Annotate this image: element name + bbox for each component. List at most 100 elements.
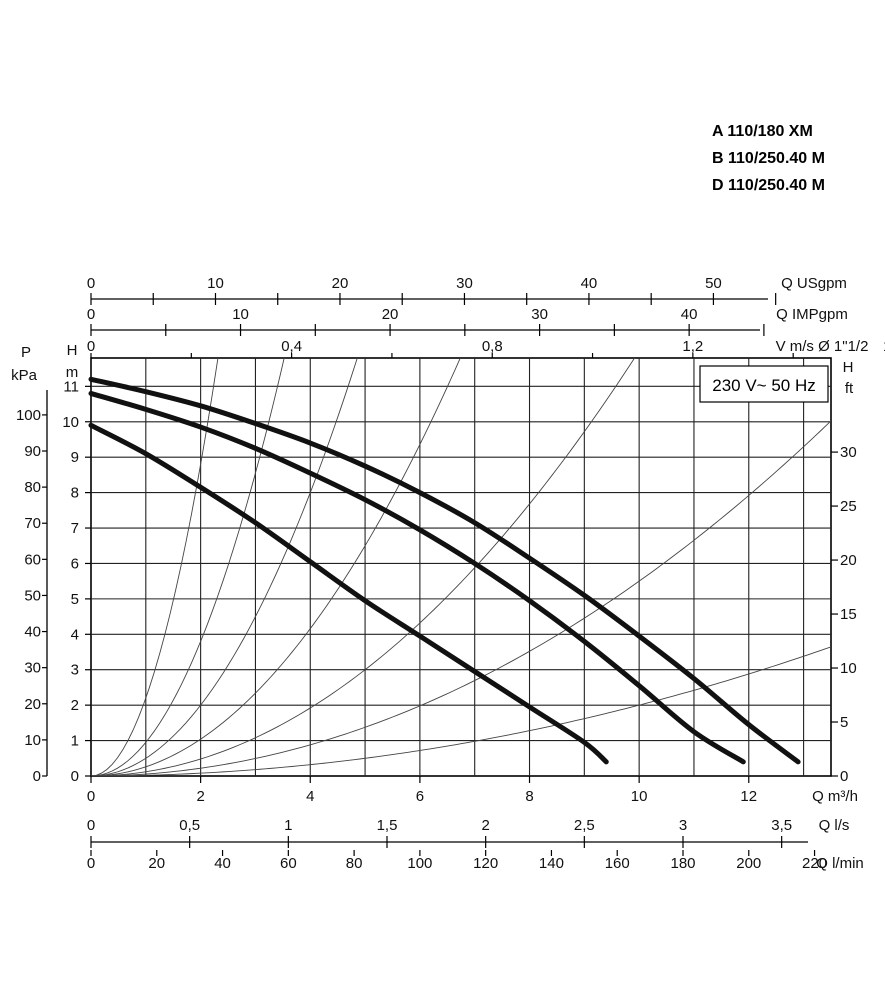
ls-tick-label: 3,5	[771, 817, 792, 834]
h-ft-tick-label: 15	[840, 606, 857, 623]
pump-curves	[88, 376, 801, 765]
ls-tick-label: 0	[87, 817, 95, 834]
lmin-tick-label: 20	[148, 855, 165, 872]
kpa-tick-label: 60	[24, 551, 41, 568]
velocity-tick-label: 0,4	[281, 338, 302, 355]
system-curve	[91, 358, 461, 776]
kpa-tick-label: 30	[24, 660, 41, 677]
lmin-tick-label: 100	[407, 855, 432, 872]
voltage-note-frame	[699, 365, 829, 403]
kpa-axis-title: P	[21, 344, 31, 361]
ls-tick-label: 0,5	[179, 817, 200, 834]
x-tick-label: 6	[416, 788, 424, 805]
h-ft-tick-label: 25	[840, 498, 857, 515]
pump-curve-0	[88, 376, 801, 765]
lmin-tick-label: 140	[539, 855, 564, 872]
usgpm-tick-label: 20	[332, 275, 349, 292]
h-m-tick-label: 4	[71, 626, 79, 643]
pump-curve-2	[88, 422, 609, 765]
lmin-tick-label: 40	[214, 855, 231, 872]
velocity-axis-label: V m/s Ø 1"1/2	[776, 338, 869, 355]
usgpm-tick-label: 30	[456, 275, 473, 292]
usgpm-tick-label: 0	[87, 275, 95, 292]
voltage-note-box: 230 V~ 50 Hz	[699, 365, 829, 403]
impgpm-tick-label: 0	[87, 306, 95, 323]
x-axis-label: Q m³/h	[812, 788, 858, 805]
x-tick-label: 0	[87, 788, 95, 805]
h-m-tick-label: 7	[71, 520, 79, 537]
h-m-tick-label: 8	[71, 485, 79, 502]
pump-curve-1	[88, 390, 746, 765]
kpa-tick-label: 70	[24, 515, 41, 532]
axis-labels: 0 2 4 6 8 10 12 Q m³/h0 0,5 1 1,5 2 2,5 3 3,5 Q l/s0 20 4…	[11, 275, 885, 872]
ls-tick-label: 1	[284, 817, 292, 834]
impgpm-tick-label: 40	[681, 306, 698, 323]
ls-tick-label: 1,5	[377, 817, 398, 834]
velocity-tick-label: 1,6	[883, 338, 885, 355]
kpa-axis-unit: kPa	[11, 367, 38, 384]
kpa-tick-label: 50	[24, 587, 41, 604]
usgpm-tick-label: 50	[705, 275, 722, 292]
velocity-tick-label: 1,2	[682, 338, 703, 355]
kpa-tick-label: 10	[24, 732, 41, 749]
h-m-tick-label: 2	[71, 697, 79, 714]
usgpm-tick-label: 40	[581, 275, 598, 292]
ls-tick-label: 2	[481, 817, 489, 834]
ls-tick-label: 3	[679, 817, 687, 834]
kpa-tick-label: 90	[24, 443, 41, 460]
h-ft-tick-label: 30	[840, 444, 857, 461]
grid-lines	[90, 357, 832, 777]
h-m-tick-label: 3	[71, 662, 79, 679]
h-m-axis-unit: m	[66, 364, 79, 381]
velocity-tick-label: 0	[87, 338, 95, 355]
kpa-tick-label: 0	[33, 768, 41, 785]
kpa-tick-label: 80	[24, 479, 41, 496]
lmin-tick-label: 200	[736, 855, 761, 872]
system-curve	[91, 420, 831, 776]
h-ft-tick-label: 10	[840, 660, 857, 677]
h-ft-tick-label: 5	[840, 714, 848, 731]
kpa-tick-label: 100	[16, 407, 41, 424]
h-m-tick-label: 5	[71, 591, 79, 608]
x-tick-label: 4	[306, 788, 314, 805]
h-m-tick-label: 10	[62, 414, 79, 431]
impgpm-tick-label: 30	[531, 306, 548, 323]
h-m-axis-title: H	[67, 342, 78, 359]
system-curves	[91, 358, 831, 776]
usgpm-tick-label: 10	[207, 275, 224, 292]
impgpm-tick-label: 10	[232, 306, 249, 323]
legend-entry-b: B 110/250.40 M	[712, 150, 825, 167]
h-ft-tick-label: 20	[840, 552, 857, 569]
x-tick-label: 2	[196, 788, 204, 805]
h-ft-tick-label: 0	[840, 768, 848, 785]
h-m-tick-label: 6	[71, 555, 79, 572]
lmin-tick-label: 220	[802, 855, 827, 872]
lmin-tick-label: 80	[346, 855, 363, 872]
kpa-tick-label: 20	[24, 696, 41, 713]
axes	[42, 293, 838, 856]
h-ft-axis-title: H	[843, 359, 854, 376]
lmin-axis-label: Q l/min	[816, 855, 864, 872]
legend-entry-d: D 110/250.40 M	[712, 177, 825, 194]
x-tick-label: 10	[631, 788, 648, 805]
lmin-tick-label: 0	[87, 855, 95, 872]
h-m-tick-label: 9	[71, 449, 79, 466]
h-m-tick-label: 11	[63, 378, 79, 395]
impgpm-tick-label: 20	[382, 306, 399, 323]
h-ft-axis-unit: ft	[845, 380, 854, 397]
system-curve	[91, 358, 636, 776]
usgpm-axis-label: Q USgpm	[781, 275, 847, 292]
system-curve	[91, 646, 831, 776]
lmin-tick-label: 60	[280, 855, 297, 872]
h-m-tick-label: 1	[71, 733, 79, 750]
lmin-tick-label: 160	[605, 855, 630, 872]
h-m-tick-label: 0	[71, 768, 79, 785]
lmin-tick-label: 120	[473, 855, 498, 872]
system-curve	[91, 358, 358, 776]
x-tick-label: 12	[740, 788, 757, 805]
x-tick-label: 8	[525, 788, 533, 805]
system-curve	[91, 358, 219, 776]
legend-entry-a: A 110/180 XM	[712, 123, 813, 140]
impgpm-axis-label: Q IMPgpm	[776, 306, 848, 323]
